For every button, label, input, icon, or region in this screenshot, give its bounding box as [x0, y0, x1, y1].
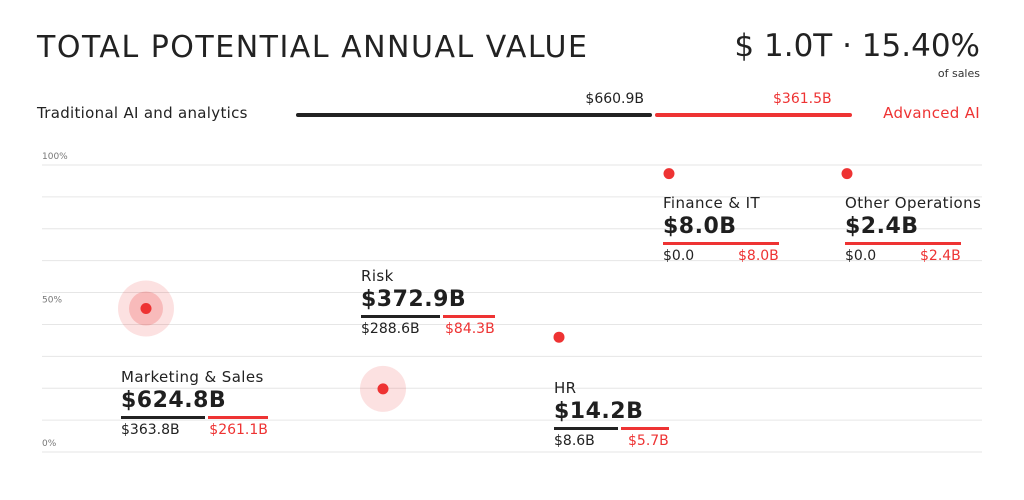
page-title: TOTAL POTENTIAL ANNUAL VALUE — [37, 30, 589, 65]
advanced-value: $8.0B — [738, 248, 779, 264]
total-value-headline: $ 1.0T · 15.40% — [734, 28, 980, 64]
advanced-value: $261.1B — [209, 422, 268, 438]
advanced-ai-value: $361.5B — [773, 91, 832, 107]
traditional-value: $363.8B — [121, 422, 180, 438]
category-hr: HR $14.2B $8.6B $5.7B — [554, 379, 669, 451]
point-finance-it[interactable] — [663, 168, 675, 180]
y-tick-label: 0% — [42, 439, 57, 449]
category-split-bar — [663, 242, 779, 245]
category-split-bar — [554, 427, 669, 430]
traditional-value: $0.0 — [845, 248, 877, 264]
advanced-bar — [443, 315, 495, 318]
category-split-bar — [121, 416, 269, 419]
category-name: Finance & IT — [663, 194, 761, 212]
advanced-bar — [621, 427, 669, 430]
traditional-bar — [121, 416, 205, 419]
category-values: $8.6B $5.7B — [554, 433, 669, 451]
category-total: $14.2B — [554, 399, 644, 424]
point-risk[interactable] — [377, 383, 389, 395]
traditional-ai-value: $660.9B — [585, 91, 644, 107]
category-values: $363.8B $261.1B — [121, 422, 268, 440]
traditional-value: $288.6B — [361, 321, 420, 337]
category-name: Marketing & Sales — [121, 368, 264, 386]
traditional-ai-label: Traditional AI and analytics — [37, 104, 248, 122]
advanced-ai-label: Advanced AI — [883, 104, 980, 122]
category-total: $372.9B — [361, 287, 467, 312]
category-name: Other Operations — [845, 194, 982, 212]
traditional-value: $8.6B — [554, 433, 595, 449]
category-total: $624.8B — [121, 388, 227, 413]
category-marketing-sales: Marketing & Sales $624.8B $363.8B $261.1B — [121, 368, 269, 440]
category-finance-it: Finance & IT $8.0B $0.0 $8.0B — [663, 194, 779, 266]
y-tick-label: 100% — [42, 152, 68, 162]
category-values: $0.0 $2.4B — [845, 248, 981, 266]
advanced-bar — [208, 416, 269, 419]
category-risk: Risk $372.9B $288.6B $84.3B — [361, 267, 495, 339]
category-values: $0.0 $8.0B — [663, 248, 779, 266]
point-marketing-sales[interactable] — [140, 303, 152, 314]
headline-subtitle: of sales — [937, 67, 980, 80]
advanced-value: $2.4B — [920, 248, 961, 264]
traditional-bar — [361, 315, 440, 318]
category-split-bar — [361, 315, 495, 318]
advanced-ai-bar — [655, 113, 852, 117]
point-other-operations[interactable] — [841, 168, 853, 180]
category-values: $288.6B $84.3B — [361, 321, 495, 339]
advanced-bar — [663, 242, 779, 245]
advanced-bar — [845, 242, 961, 245]
point-hr[interactable] — [553, 331, 565, 343]
traditional-value: $0.0 — [663, 248, 695, 264]
advanced-value: $84.3B — [445, 321, 495, 337]
category-split-bar — [845, 242, 981, 245]
category-total: $8.0B — [663, 214, 737, 239]
category-other-operations: Other Operations $2.4B $0.0 $2.4B — [845, 194, 981, 266]
y-tick-label: 50% — [42, 296, 62, 306]
traditional-ai-bar — [296, 113, 653, 117]
traditional-bar — [554, 427, 618, 430]
advanced-value: $5.7B — [628, 433, 669, 449]
category-total: $2.4B — [845, 214, 919, 239]
category-name: Risk — [361, 267, 394, 285]
category-name: HR — [554, 379, 577, 397]
